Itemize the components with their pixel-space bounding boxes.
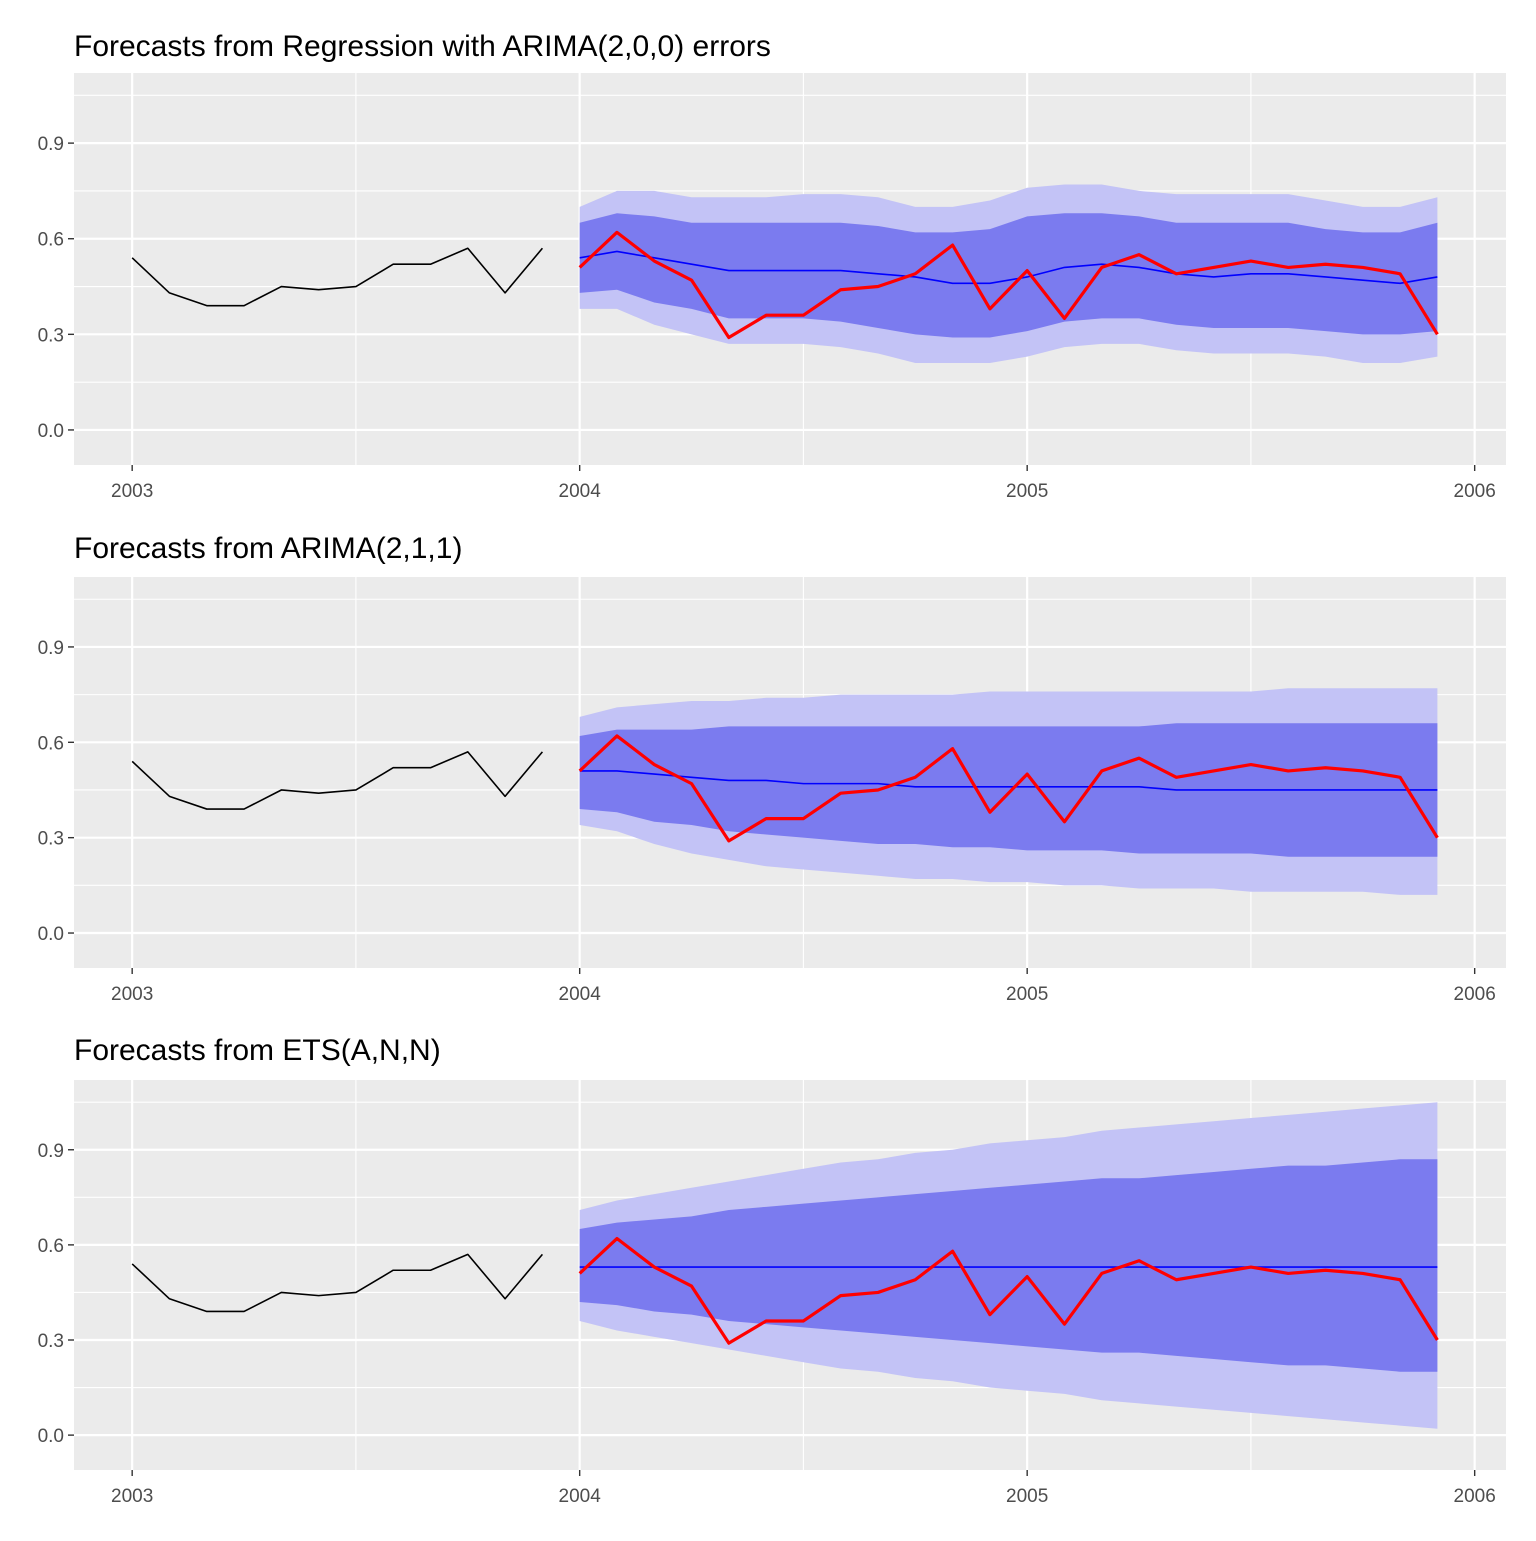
chart-panel-3: Forecasts from ETS(A,N,N) 0.0 0.3 0.6 0.9 200… xyxy=(38,1034,1506,1507)
prediction-band-80 xyxy=(579,1159,1438,1372)
y-tick-label: 0.3 xyxy=(38,325,64,346)
actual-line xyxy=(578,734,1439,843)
y-tick-label: 0.0 xyxy=(38,924,64,945)
y-tick-label: 0.9 xyxy=(38,638,64,659)
x-tick-label: 2003 xyxy=(111,1486,153,1507)
actual-line xyxy=(578,1236,1439,1345)
x-tick-label: 2004 xyxy=(559,984,602,1005)
x-tick-label: 2004 xyxy=(559,481,602,502)
chart-title: Forecasts from ETS(A,N,N) xyxy=(74,1034,441,1067)
y-tick-label: 0.9 xyxy=(38,1141,64,1162)
y-tick-label: 0.6 xyxy=(38,1236,64,1257)
x-tick-label: 2005 xyxy=(1006,1486,1048,1507)
y-tick-label: 0.3 xyxy=(38,1331,64,1352)
y-tick-label: 0.0 xyxy=(38,421,64,442)
y-tick-label: 0.3 xyxy=(38,829,64,850)
x-tick-label: 2006 xyxy=(1454,1486,1496,1507)
history-line xyxy=(131,1253,544,1313)
actual-line xyxy=(578,230,1439,340)
x-tick-label: 2006 xyxy=(1454,481,1496,502)
x-tick-label: 2005 xyxy=(1006,481,1048,502)
chart-title: Forecasts from ARIMA(2,1,1) xyxy=(74,532,462,565)
y-tick-label: 0.6 xyxy=(38,230,64,251)
x-tick-label: 2006 xyxy=(1454,984,1496,1005)
x-tick-label: 2003 xyxy=(111,984,153,1005)
chart-title: Forecasts from Regression with ARIMA(2,0… xyxy=(74,30,771,63)
forecast-mean-line xyxy=(579,770,1438,791)
history-line xyxy=(131,751,544,810)
prediction-band-80 xyxy=(579,723,1438,857)
y-tick-label: 0.0 xyxy=(38,1426,64,1447)
y-tick-label: 0.6 xyxy=(38,733,64,754)
y-tick-label: 0.9 xyxy=(38,134,64,155)
chart-panel-2: Forecasts from ARIMA(2,1,1) 0.0 0.3 0.6 0.9 2… xyxy=(38,532,1506,1005)
forecast-mean-line xyxy=(579,250,1438,285)
x-tick-label: 2005 xyxy=(1006,984,1048,1005)
prediction-band-80 xyxy=(579,213,1438,338)
x-tick-label: 2003 xyxy=(111,481,153,502)
chart-panel-1: Forecasts from Regression with ARIMA(2,0… xyxy=(38,30,1506,502)
x-tick-label: 2004 xyxy=(559,1486,602,1507)
history-line xyxy=(131,247,544,307)
